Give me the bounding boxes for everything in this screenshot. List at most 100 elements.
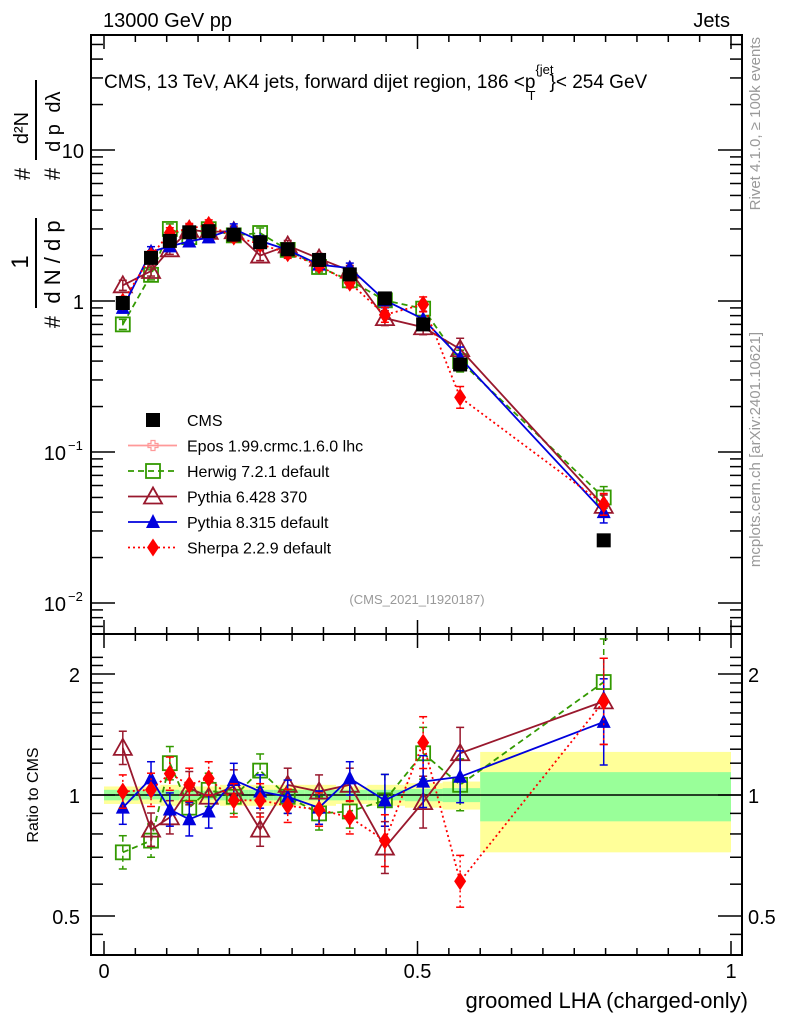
ylabel-hash-2: # <box>10 167 35 180</box>
ratio-y-tick-label-right: 0.5 <box>748 907 776 929</box>
main-sherpa-2-2-9-default-point <box>378 305 391 324</box>
ratio-pythia-6-428-370-point <box>412 791 434 811</box>
ratio-sherpa-2-2-9-default-point <box>378 831 391 850</box>
ratio-pythia-8-315-default-point <box>144 770 159 785</box>
header-right: Jets <box>693 10 730 32</box>
ratio-sherpa-2-2-9-default-point <box>313 800 326 819</box>
main-y-axis-label: 1 d N / d p # # # d²N d p dλ <box>7 80 65 328</box>
ratio-sherpa-2-2-9-default-point <box>597 692 610 711</box>
title-pre: CMS, 13 TeV, AK4 jets, forward dijet reg… <box>104 72 535 93</box>
main-herwig-7-2-1-default-line <box>122 227 605 499</box>
header-left: 13000 GeV pp <box>103 10 232 32</box>
x-axis-label: groomed LHA (charged-only) <box>466 988 748 1013</box>
ratio-sherpa-2-2-9-default-point <box>163 764 176 783</box>
ylabel-hash-1: # <box>40 167 65 180</box>
legend-label: Herwig 7.2.1 default <box>187 464 330 481</box>
main-cms-point <box>453 357 468 372</box>
legend: CMS Epos 1.99.crmc.1.6.0 lhc Herwig 7.2.1 … <box>128 413 363 558</box>
ratio-sherpa-2-2-9-default-point <box>145 780 158 799</box>
legend-marker <box>147 538 159 557</box>
main-sherpa-2-2-9-default-line <box>122 223 605 506</box>
ratio-pythia-6-428-370-point <box>140 818 162 838</box>
ratio-pythia-8-315-default-point <box>226 771 241 786</box>
main-cms-point <box>280 242 295 257</box>
legend-label: CMS <box>187 413 223 430</box>
main-cms-point <box>312 252 327 267</box>
main-cms-point <box>162 233 177 248</box>
ratio-sherpa-2-2-9-default-point <box>202 769 215 788</box>
ratio-pythia-8-315-default-point <box>162 801 177 816</box>
title-sub: T <box>528 88 536 103</box>
main-pythia-8-315-default-point <box>182 233 197 248</box>
ratio-y-axis-label: Ratio to CMS <box>25 747 42 842</box>
ratio-sherpa-2-2-9-default-point <box>343 808 356 827</box>
ratio-y-tick-label: 0.5 <box>52 907 80 929</box>
ratio-pythia-6-428-370-point <box>374 836 396 856</box>
ratio-sherpa-2-2-9-default-point <box>281 796 294 815</box>
ratio-pythia-8-315-default-point <box>453 768 468 783</box>
main-cms-point <box>596 533 611 548</box>
ratio-pythia-8-315-default-point <box>596 713 611 728</box>
ratio-sherpa-2-2-9-default-point <box>227 791 240 810</box>
main-cms-point <box>377 291 392 306</box>
main-cms-point <box>144 250 159 265</box>
ratio-y-tick-label: 2 <box>69 665 80 687</box>
analysis-id-label: (CMS_2021_I1920187) <box>349 592 484 607</box>
legend-entry-sherpa-2-2-9-default: Sherpa 2.2.9 default <box>128 538 332 558</box>
ylabel-numerator-1: 1 <box>7 255 34 268</box>
mcplots-label: mcplots.cern.ch [arXiv:2401.10621] <box>747 332 764 567</box>
x-tick-label: 0.5 <box>404 961 432 983</box>
main-y-tick-label: 10 <box>44 443 66 465</box>
legend-entry-pythia-6-428-370: Pythia 6.428 370 <box>128 485 307 507</box>
ratio-pythia-8-315-default-point <box>377 792 392 807</box>
ratio-pythia-8-315-default-point <box>416 773 431 788</box>
plot-title: CMS, 13 TeV, AK4 jets, forward dijet reg… <box>104 62 648 103</box>
ylabel-denominator-1: d N / d p <box>40 220 65 303</box>
legend-entry-herwig-7-2-1-default: Herwig 7.2.1 default <box>128 463 330 481</box>
x-tick-label: 1 <box>725 961 736 983</box>
ratio-y-tick-label-right: 2 <box>748 665 759 687</box>
ratio-sherpa-2-2-9-default-point <box>417 733 430 752</box>
legend-marker <box>142 485 164 505</box>
main-sherpa-2-2-9-default-point <box>454 388 467 407</box>
main-y-tick-label: 10 <box>62 141 84 163</box>
main-sherpa-2-2-9-default-point <box>597 495 610 514</box>
ratio-sherpa-2-2-9-default-point <box>116 782 129 801</box>
legend-entry-pythia-8-315-default: Pythia 8.315 default <box>128 514 329 532</box>
main-herwig-7-2-1-default-point <box>114 316 131 333</box>
legend-entry-cms: CMS <box>146 413 223 430</box>
ratio-y-tick-label-right: 1 <box>748 786 759 808</box>
ratio-herwig-7-2-1-default-point <box>114 844 131 861</box>
ratio-sherpa-2-2-9-default-point <box>454 872 467 891</box>
ylabel-denominator-2: d p <box>43 124 65 152</box>
main-pythia-6-428-370-point <box>249 244 271 264</box>
main-cms-point <box>416 317 431 332</box>
ratio-pythia-6-428-370-point <box>249 818 271 838</box>
ratio-pythia-8-315-default-point <box>342 770 357 785</box>
ylabel-dlambda: dλ <box>43 91 65 112</box>
ratio-sherpa-2-2-9-default-point <box>254 791 267 810</box>
legend-marker <box>146 413 160 427</box>
ratio-pythia-8-315-default-point <box>201 803 216 818</box>
title-post: }< 254 GeV <box>549 72 647 93</box>
main-pythia-6-428-370-point <box>112 274 134 294</box>
main-cms-point <box>253 235 268 250</box>
title-sup: {jet <box>535 62 553 77</box>
main-pythia-6-428-370-point <box>374 307 396 327</box>
uncertainty-band-inner <box>480 772 731 822</box>
main-cms-point <box>115 295 130 310</box>
main-cms-point <box>182 225 197 240</box>
legend-marker <box>145 463 161 479</box>
ratio-pythia-8-315-default-point <box>182 811 197 826</box>
legend-marker <box>147 439 159 452</box>
ylabel-hash-3: # <box>40 315 65 328</box>
rivet-version-label: Rivet 4.1.0, ≥ 100k events <box>747 37 764 210</box>
x-tick-label: 0 <box>98 961 109 983</box>
ratio-plot-panel: 0 0.5 1 0.5 0.5 1 1 2 2 <box>52 620 776 983</box>
main-y-tick-exponent: −1 <box>68 438 83 453</box>
ylabel-numerator-2: d²N <box>11 112 33 144</box>
main-y-tick-label: 10 <box>44 594 66 616</box>
legend-label: Sherpa 2.2.9 default <box>187 541 332 558</box>
